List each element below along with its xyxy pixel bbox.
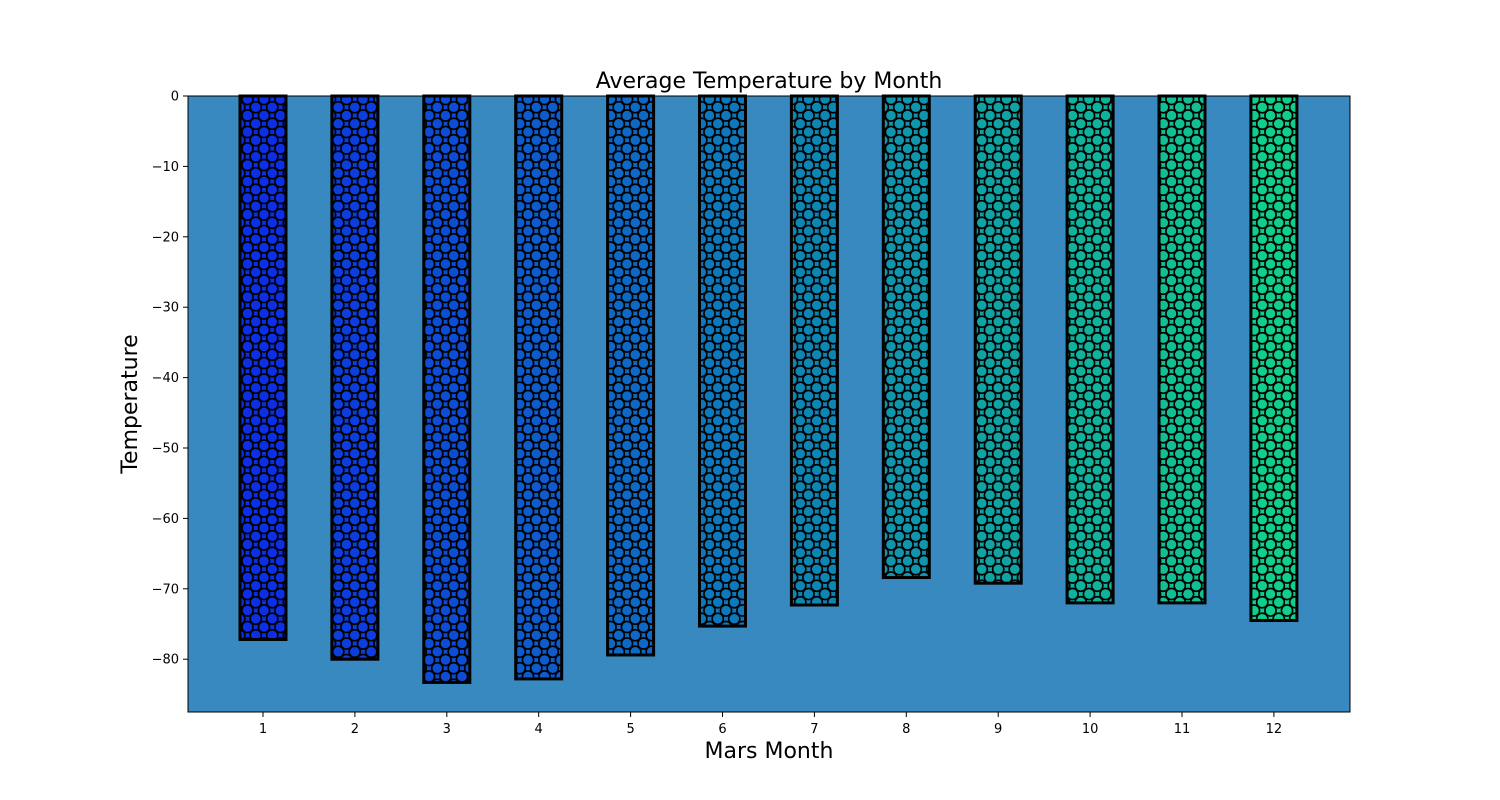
bar-10	[1065, 94, 1115, 605]
y-axis: 0 −10 −20 −30 −40 −50 −60 −70 −80	[152, 90, 188, 668]
bar-7	[789, 94, 839, 607]
bar-hatch	[606, 94, 656, 657]
bar-hatch	[881, 94, 931, 580]
y-tick-label: −50	[152, 442, 179, 457]
x-tick-label: 11	[1174, 722, 1191, 737]
bar-8	[881, 94, 931, 580]
bars	[238, 94, 1299, 684]
y-tick-label: −80	[152, 653, 179, 668]
bar-4	[514, 94, 564, 681]
x-tick-label: 7	[810, 722, 818, 737]
bar-hatch	[789, 94, 839, 607]
bar-2	[330, 94, 380, 661]
bar-5	[606, 94, 656, 657]
bar-9	[973, 94, 1023, 585]
bar-hatch	[1065, 94, 1115, 605]
bar-hatch	[1249, 94, 1299, 622]
bar-1	[238, 94, 288, 641]
x-axis: 1 2 3 4 5 6 7 8 9 10 11 12	[259, 712, 1282, 737]
bar-hatch	[1157, 94, 1207, 605]
x-tick-label: 5	[626, 722, 634, 737]
y-tick-label: −10	[152, 160, 179, 175]
plot-area	[188, 96, 1350, 712]
y-axis-label: Temperature	[118, 334, 143, 474]
x-tick-label: 1	[259, 722, 267, 737]
chart-title: Average Temperature by Month	[596, 69, 943, 94]
x-tick-label: 12	[1266, 722, 1283, 737]
x-axis-label: Mars Month	[705, 739, 834, 764]
bar-hatch	[698, 94, 747, 628]
x-tick-label: 10	[1082, 722, 1099, 737]
bar-hatch	[973, 94, 1023, 585]
x-tick-label: 9	[994, 722, 1002, 737]
bar-11	[1157, 94, 1207, 605]
bar-hatch	[422, 94, 472, 684]
x-tick-label: 4	[535, 722, 543, 737]
y-tick-label: 0	[171, 90, 179, 105]
bar-6	[698, 94, 747, 628]
y-tick-label: −30	[152, 301, 179, 316]
y-tick-label: −60	[152, 512, 179, 527]
plot-frame	[187, 95, 1351, 713]
y-tick-label: −70	[152, 582, 179, 597]
bar-hatch	[238, 94, 288, 641]
bar-12	[1249, 94, 1299, 622]
bar-hatch	[514, 94, 564, 681]
x-tick-label: 2	[351, 722, 359, 737]
y-tick-label: −40	[152, 371, 179, 386]
x-tick-label: 8	[902, 722, 910, 737]
y-tick-label: −20	[152, 230, 179, 245]
x-tick-label: 3	[443, 722, 451, 737]
bar-3	[422, 94, 472, 684]
bar-hatch	[330, 94, 380, 661]
x-tick-label: 6	[718, 722, 726, 737]
